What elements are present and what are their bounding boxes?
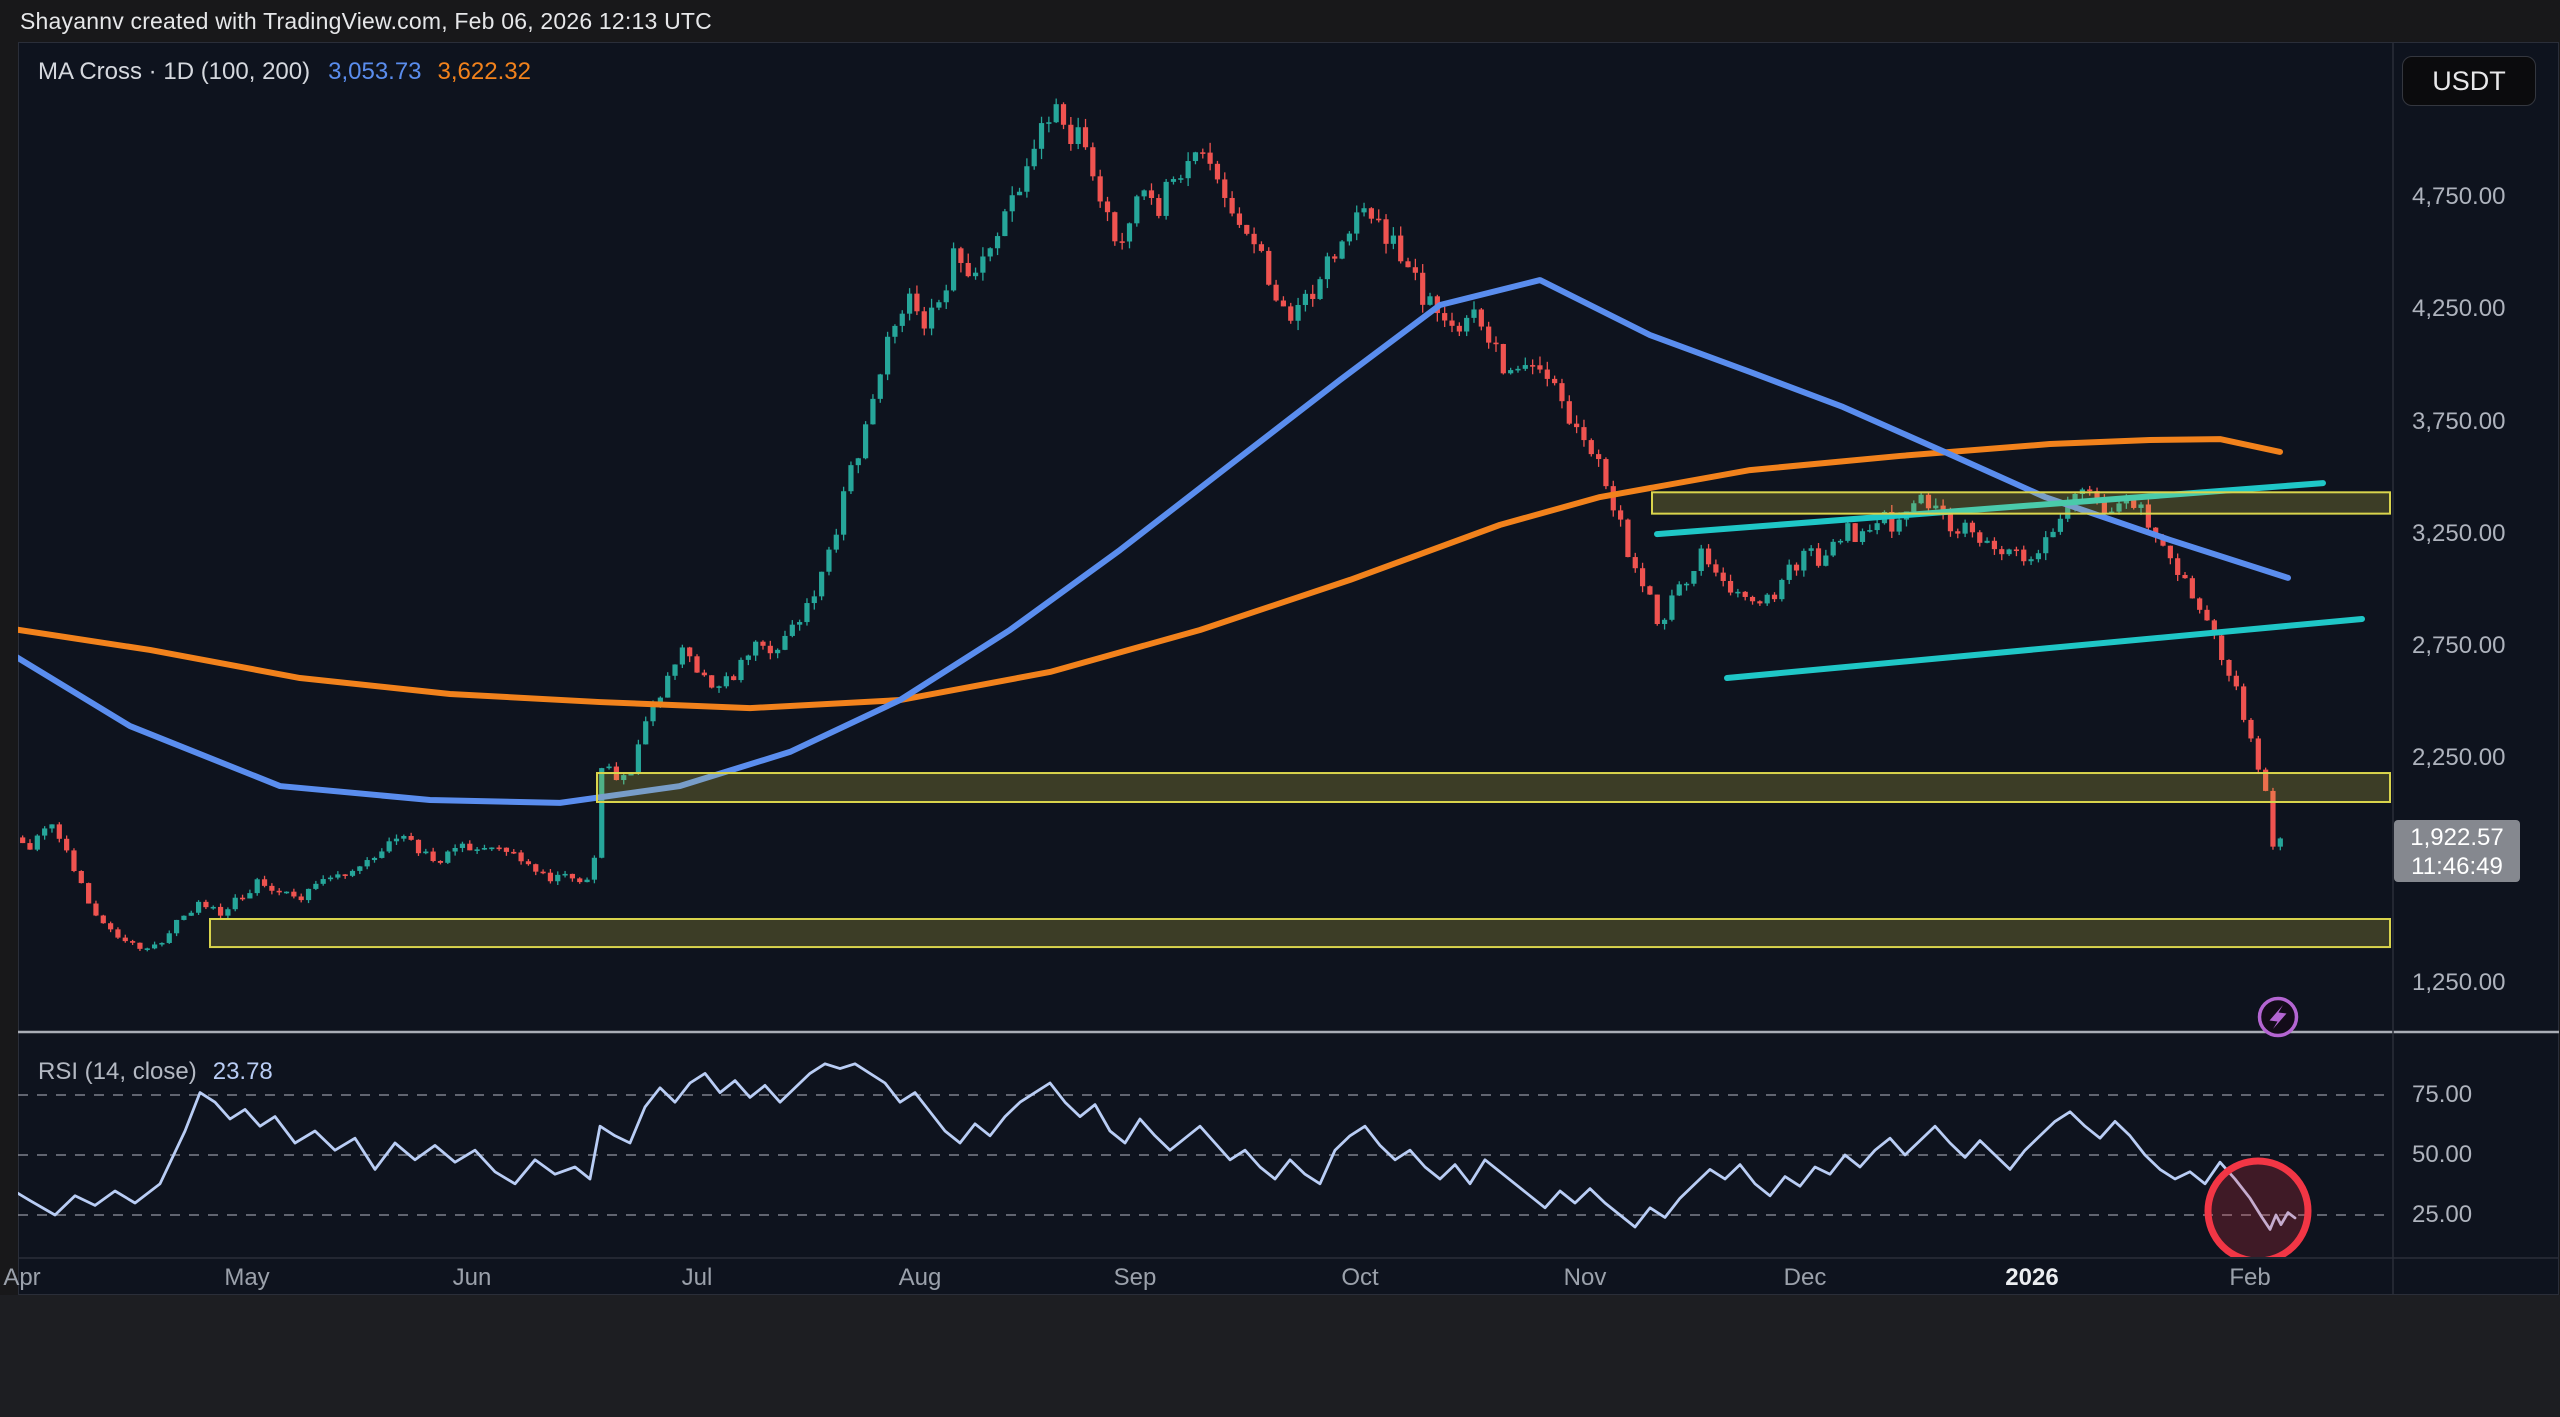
month-tick-label: Nov [1563,1264,1607,1291]
currency-toggle-label: USDT [2432,65,2506,96]
sr-box [596,772,2391,803]
price-tick-label: 4,250.00 [2412,295,2506,323]
month-tick-label: 2026 [2005,1264,2059,1291]
price-tick-label: 2,250.00 [2412,744,2506,772]
indicator-title: MA Cross · 1D (100, 200) [38,58,311,85]
chart-container[interactable] [18,42,2559,1295]
indicator-legend[interactable]: MA Cross · 1D (100, 200) 3,053.73 3,622.32 [38,58,531,86]
price-tick-label: 2,750.00 [2412,632,2506,660]
currency-toggle-button[interactable]: USDT [2402,56,2536,106]
month-tick-label: Sep [1113,1264,1157,1291]
rsi-title: RSI (14, close) [38,1058,197,1085]
last-price-value: 1,922.57 [2410,824,2504,851]
sr-box [209,917,2391,949]
ma200-line [18,436,2283,712]
trendline [1724,615,2365,682]
sr-box [1651,491,2391,515]
rsi-line [18,1062,2297,1231]
month-tick-label: Jun [452,1264,492,1291]
rsi-tick-label: 75.00 [2412,1081,2473,1108]
month-tick-label: Feb [2229,1264,2271,1291]
lightning-icon[interactable] [2257,996,2299,1038]
ma100-value: 3,053.73 [328,58,422,85]
ma100-line [18,277,2291,806]
last-price-badge: 1,922.57 11:46:49 [2394,820,2520,882]
price-tick-label: 3,750.00 [2412,407,2506,435]
rsi-pane[interactable] [10,1062,2393,1261]
ma200-value: 3,622.32 [437,58,531,85]
red-circle-annotation [2204,1157,2312,1257]
rsi-tick-label: 25.00 [2412,1201,2473,1228]
month-tick-label: Jul [681,1264,713,1291]
price-tick-label: 3,250.00 [2412,519,2506,547]
rsi-value: 23.78 [212,1058,273,1085]
rsi-legend[interactable]: RSI (14, close) 23.78 [38,1058,273,1086]
footer-bar: TradingView [0,1295,2560,1417]
month-tick-label: Dec [1783,1264,1827,1291]
main-pane[interactable] [0,98,2391,952]
bar-countdown: 11:46:49 [2411,853,2503,880]
month-tick-label: May [224,1264,270,1291]
month-tick-label: Oct [1341,1264,1379,1291]
month-tick-label: Aug [898,1264,942,1291]
credit-text: Shayannv created with TradingView.com, F… [20,8,712,34]
header-bar: Shayannv created with TradingView.com, F… [0,0,2560,42]
price-tick-label: 4,750.00 [2412,183,2506,210]
rsi-tick-label: 50.00 [2412,1141,2473,1168]
month-tick-label: Apr [3,1264,41,1291]
price-tick-label: 1,250.00 [2412,969,2506,996]
